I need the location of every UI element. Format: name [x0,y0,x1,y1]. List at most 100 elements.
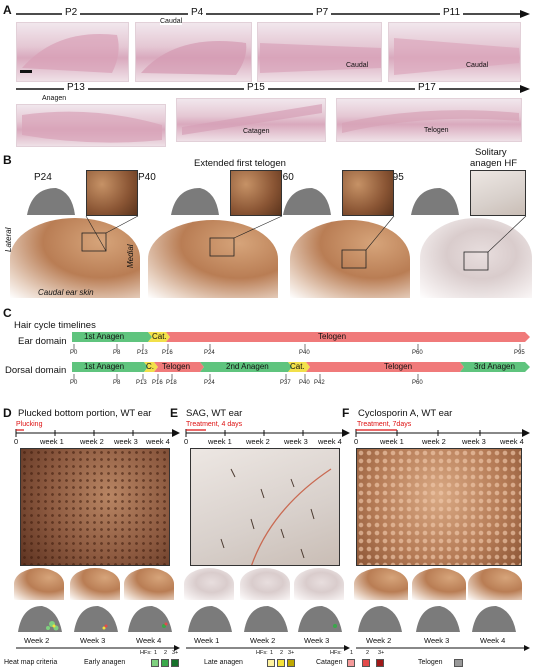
age-p13: P13 [64,82,88,93]
ear-tick-p24: P24 [204,350,215,356]
dorsal-tick-p16: P16 [152,380,163,386]
dorsal-bar-telogen1: Telogen [162,362,191,371]
age-p4: P4 [188,7,207,18]
panel-e-treatment: Treatment, 4 days [186,421,243,428]
panel-e-title: SAG, WT ear [186,408,243,419]
catagen-legend-label: Catagen [316,659,343,666]
catagen-swatch-1 [347,659,355,667]
panel-f-ear-week3 [412,568,466,600]
age-p95: P95 [386,172,404,183]
ear-photo-p40 [148,220,278,298]
ear-bar-catagen: Cat. [152,332,167,341]
medial-label: Medial [126,244,135,268]
heat-map-silhouettes [18,606,516,632]
panel-f-ear-week4 [468,568,522,600]
panel-d-week1: week 1 [40,437,64,446]
catagen-annotation: Catagen [243,128,270,135]
panel-f-week1: week 1 [380,437,404,446]
late-anagen-swatch-2 [277,659,285,667]
histology-p15 [176,98,326,142]
dorsal-bar-telogen2: Telogen [384,362,413,371]
ear-photo-p95 [420,218,532,298]
panel-e-week1: week 1 [208,437,232,446]
dorsal-tick-p13: P13 [136,380,147,386]
panel-d-week3: week 3 [114,437,138,446]
extended-telogen-label: Extended first telogen [194,158,286,169]
dorsal-domain-label: Dorsal domain [5,365,67,376]
late-count-3: 3+ [288,650,295,656]
catagen-swatch-2 [362,659,370,667]
histology-p2 [16,22,129,82]
zoom-inset-p95 [470,170,526,216]
panel-d-zero: 0 [14,437,19,446]
caudal-label-1: Caudal [160,18,183,25]
dorsal-bar-anagen2: 2nd Anagen [226,362,269,371]
panel-f-week4: week 4 [500,437,524,446]
early-anagen-swatch-2 [161,659,169,667]
zoom-inset-p24 [86,170,138,216]
early-count-3: 3+ [172,650,179,656]
catagen-hfs-label: HFs: [330,650,342,656]
panel-e-zero: 0 [184,437,189,446]
bottom-arrows [16,645,530,651]
dorsal-tick-p8: P8 [113,380,121,386]
ear-bar-telogen: Telogen [318,332,347,341]
panel-d-ear-week2 [14,568,64,600]
late-anagen-label: Late anagen [204,659,243,666]
timeline-title: Hair cycle timelines [14,320,96,331]
age-p24: P24 [34,172,52,183]
early-anagen-swatch-1 [151,659,159,667]
ear-silhouette-p40 [171,188,219,215]
dorsal-tick-p0: P0 [70,380,78,386]
ear-tick-p95: P95 [514,350,525,356]
panel-d-label: D [3,406,12,420]
zoom-inset-p40 [230,170,282,216]
dorsal-tick-p42: P42 [314,380,325,386]
telogen-legend-label: Telogen [418,659,443,666]
ear-tick-p40: P40 [299,350,310,356]
panel-e-week2: week 2 [246,437,270,446]
ear-tick-arrows [73,344,521,350]
ear-silhouette-p95 [411,188,459,215]
ear-tick-p13: P13 [137,350,148,356]
age-p15: P15 [244,82,268,93]
dorsal-tick-p60: P60 [412,380,423,386]
zoom-connector-lines [81,215,527,271]
caudal-label-3: Caudal [466,62,489,69]
anagen-annotation: Anagen [42,95,67,102]
panel-d-ear-week3 [70,568,120,600]
panel-f-label: F [342,406,350,420]
age-p7: P7 [313,7,332,18]
ear-photo-p60 [290,220,410,298]
panel-f-week2: week 2 [422,437,446,446]
scale-bar [20,70,32,73]
age-p17: P17 [415,82,439,93]
ear-silhouette-p24 [27,188,75,215]
dorsal-bar-anagen3: 3rd Anagen [474,362,515,371]
dorsal-bar-catagen: Cat. [290,362,305,371]
panel-d-week4: week 4 [146,437,170,446]
late-count-2: 2 [280,650,284,656]
dorsal-tick-p24: P24 [204,380,215,386]
telogen-swatch [454,659,463,667]
ear-tick-p60: P60 [412,350,423,356]
panel-e-week3: week 3 [284,437,308,446]
panel-e-ear-week3 [294,568,344,600]
early-count-1: 1 [154,650,158,656]
panel-e-map-week3: Week 3 [304,636,330,645]
panel-e-week4: week 4 [318,437,342,446]
histology-p11 [388,22,521,82]
early-hfs-label: HFs: [140,650,152,656]
age-p40: P40 [138,172,156,183]
panel-e-map-week1: Week 1 [194,636,220,645]
dorsal-bar-c: C. [146,362,154,371]
panel-d-map-week2: Week 2 [24,636,50,645]
zoom-inset-p60 [342,170,394,216]
catagen-count-2: 2 [366,650,370,656]
early-anagen-swatch-3 [171,659,179,667]
panel-e-zoom-image [190,448,340,566]
panel-f-zero: 0 [354,437,359,446]
catagen-count-3: 3+ [378,650,385,656]
panel-e-map-week2: Week 2 [250,636,276,645]
telogen-annotation: Telogen [424,127,449,134]
